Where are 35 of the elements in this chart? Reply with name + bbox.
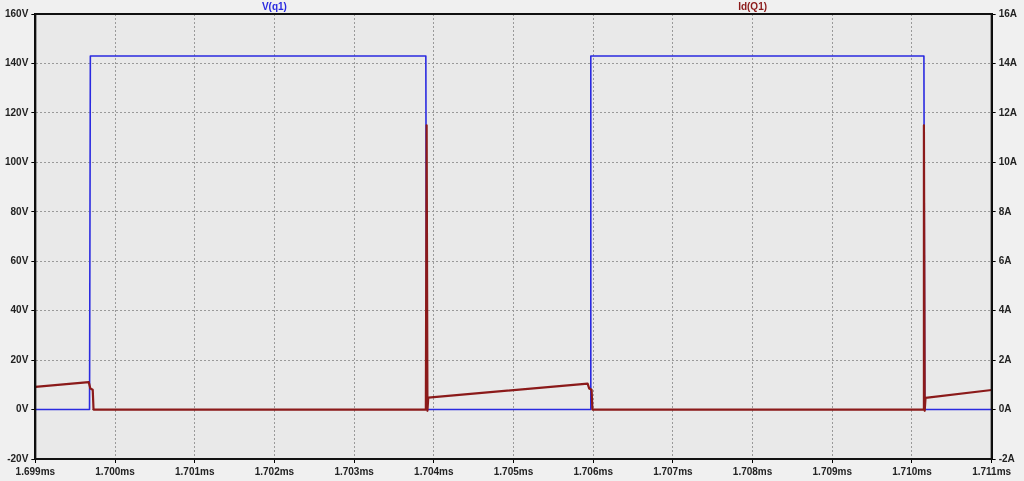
y-tick-label: 120V [5,106,29,118]
x-tick-label: 1.702ms [254,465,295,477]
y2-tick-label: 6A [998,254,1012,266]
x-tick-label: 1.703ms [334,465,375,477]
y2-tick-label: 16A [998,7,1018,19]
x-tick-label: 1.705ms [493,465,534,477]
y2-tick-label: 14A [998,57,1018,69]
y-tick-label: 20V [10,353,29,365]
y2-tick-label: 4A [998,304,1012,316]
y-tick-label: 100V [5,156,29,168]
text: V(q1) [261,0,287,12]
y2-tick-label: -2A [998,452,1015,464]
text: Id(Q1) [738,0,768,12]
x-tick-label: 1.699ms [15,465,56,477]
x-tick-label: 1.710ms [892,465,933,477]
y-tick-label: 0V [16,403,29,415]
y2-tick-label: 8A [998,205,1012,217]
y2-tick-label: 10A [998,156,1018,168]
x-tick-label: 1.704ms [414,465,454,477]
x-tick-label: 1.700ms [95,465,136,477]
x-tick-label: 1.707ms [653,465,694,477]
y-tick-label: 60V [10,254,29,266]
y-tick-label: 160V [5,7,29,19]
y-tick-label: 80V [10,205,29,217]
x-tick-label: 1.708ms [732,465,773,477]
y-tick-label: -20V [7,452,29,464]
y2-tick-label: 0A [998,403,1012,415]
x-tick-label: 1.701ms [175,465,215,477]
x-tick-label: 1.706ms [573,465,614,477]
x-tick-label: 1.709ms [812,465,853,477]
x-tick-label: 1.711ms [972,465,1012,477]
y2-tick-label: 12A [998,106,1018,118]
y-tick-label: 40V [10,304,29,316]
y-tick-label: 140V [5,57,29,69]
y2-tick-label: 2A [998,353,1012,365]
